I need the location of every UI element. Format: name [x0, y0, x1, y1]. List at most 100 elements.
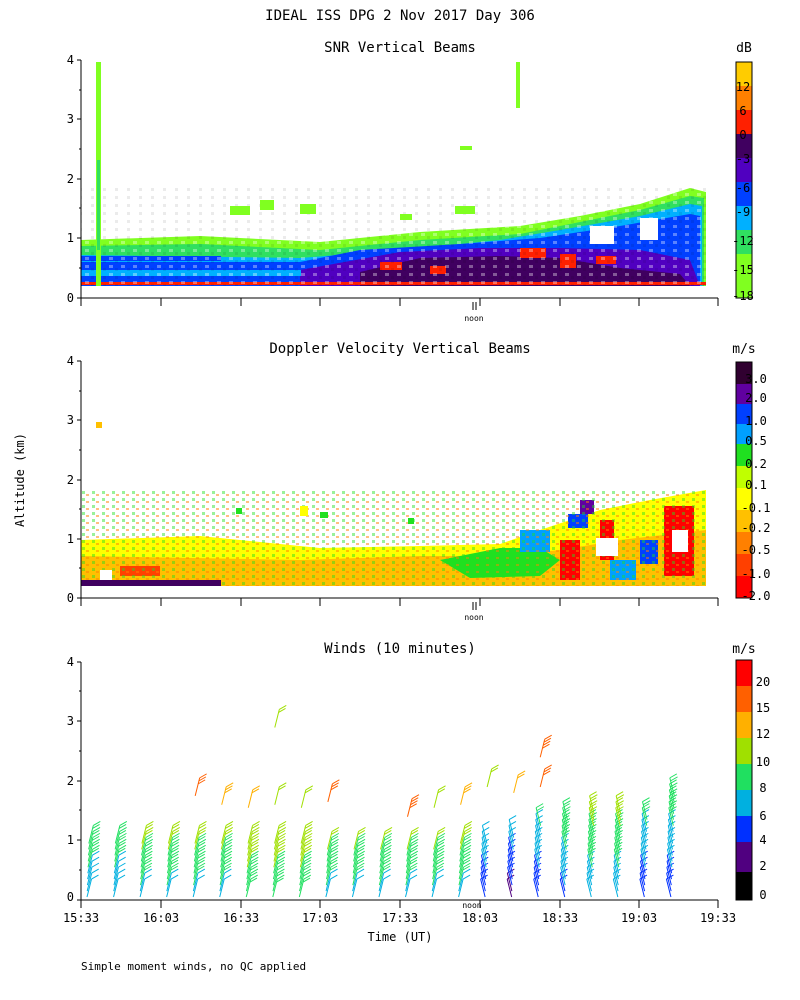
wind-barb-flag: [224, 835, 233, 841]
wind-barb: [535, 813, 541, 832]
wind-barb-flag: [144, 856, 153, 862]
wind-barb-flag: [384, 850, 392, 856]
wind-barb-flag: [197, 862, 206, 868]
wind-barb-flag: [383, 856, 392, 862]
wind-barb-upper-flag: [463, 788, 471, 794]
wind-barb-flag: [464, 832, 472, 838]
wind-barb-flag: [463, 856, 471, 862]
wind-barb-flag: [92, 832, 101, 838]
colorbar-label: 12: [736, 80, 750, 94]
wind-barb-flag: [384, 829, 392, 835]
wind-barb-flag: [303, 853, 312, 859]
y-tick-label: 3: [67, 714, 74, 728]
wind-barb: [666, 849, 673, 868]
snr-axes: 0 1 2 3 4 noon: [67, 53, 719, 323]
doppler-axes: 0 1 2 3 4 noon: [67, 354, 719, 622]
wind-barb-upper-flag: [544, 764, 552, 770]
doppler-x-ticks: [80, 598, 719, 606]
winds-panel: Winds (10 minutes) 0 1 2 3 4: [63, 641, 770, 944]
doppler-isolated-echo-3: [300, 506, 308, 516]
wind-barb-flag: [409, 868, 418, 874]
wind-barb: [481, 837, 488, 856]
wind-barb-flag: [170, 859, 179, 865]
wind-barb-flag: [276, 859, 285, 865]
wind-barb: [507, 861, 513, 880]
wind-barb-upper-flag: [411, 797, 419, 803]
wind-barb-flag: [563, 800, 571, 806]
wind-barb-flag: [670, 776, 678, 782]
wind-barb-flag: [197, 865, 205, 871]
wind-barb-flag: [410, 847, 418, 853]
colorbar-label: -6: [736, 181, 750, 195]
wind-barb: [481, 825, 488, 844]
wind-barb-flag: [383, 841, 392, 847]
colorbar-label: 0.5: [745, 434, 767, 448]
wind-barb-flag: [304, 838, 313, 844]
wind-barb-flag: [303, 847, 312, 853]
wind-barb-upper-flag: [304, 788, 313, 794]
x-tick-label: 19:03: [621, 911, 657, 925]
colorbar-label: -2.0: [742, 589, 771, 603]
wind-barb-flag: [358, 832, 366, 838]
wind-barb-flag: [508, 815, 517, 820]
y-tick-label: 0: [67, 291, 74, 305]
doppler-y-ticks: [77, 360, 81, 599]
wind-barb-flag: [303, 862, 312, 868]
doppler-noon-marker: [472, 602, 477, 610]
winds-axes: 0 1 2 3 4 noon 15:33 16:03 16: [63, 655, 736, 944]
wind-barb: [508, 819, 515, 838]
colorbar-cell: [736, 404, 752, 424]
wind-barb-flag: [199, 826, 207, 832]
wind-barb: [87, 861, 93, 880]
colorbar-label: -0.1: [742, 501, 771, 515]
wind-barb-flag: [410, 862, 418, 868]
wind-barb: [667, 837, 673, 856]
wind-barb-flag: [357, 841, 365, 847]
wind-barb-flag: [171, 868, 179, 874]
wind-barb-upper-flag: [197, 779, 206, 785]
colorbar-cell: [736, 444, 752, 466]
colorbar-label: 0: [739, 128, 746, 142]
wind-barb-flag: [252, 821, 260, 826]
wind-barb: [533, 867, 540, 886]
colorbar-cell: [736, 576, 752, 598]
wind-barb-flag: [436, 862, 445, 868]
wind-barb-flag: [330, 862, 339, 868]
wind-barb: [535, 819, 541, 838]
wind-barb-flag: [91, 856, 100, 862]
x-tick-label: 17:33: [382, 911, 418, 925]
colorbar-label: -0.2: [742, 521, 771, 535]
winds-y-ticks: [77, 661, 81, 901]
wind-barb: [86, 878, 92, 898]
wind-barb-upper-flag: [330, 785, 339, 791]
wind-barb-upper-flag: [517, 770, 526, 776]
wind-barb-flag: [278, 838, 286, 844]
wind-barb-flag: [437, 829, 445, 835]
colorbar-unit: m/s: [732, 342, 755, 357]
wind-barb: [405, 872, 411, 892]
wind-barb-flag: [146, 821, 154, 826]
colorbar-label: -15: [732, 263, 754, 277]
wind-barb-flag: [119, 826, 127, 832]
wind-barb-flag: [382, 865, 391, 871]
wind-barb-flag: [251, 844, 259, 850]
wind-barb-flag: [536, 806, 545, 812]
wind-barb-flag: [357, 862, 365, 868]
wind-barb-flag: [145, 824, 153, 829]
wind-barb: [667, 843, 673, 862]
wind-barb-flag: [331, 832, 340, 838]
wind-barb: [86, 872, 93, 892]
wind-barb-flag: [304, 829, 312, 835]
wind-barb-flag: [251, 832, 260, 838]
colorbar-cell: [736, 206, 752, 230]
x-tick-label: 16:03: [143, 911, 179, 925]
wind-barb-flag: [250, 853, 259, 859]
wind-barb-flag: [249, 871, 258, 877]
wind-barb-flag: [251, 856, 259, 862]
wind-barb-flag: [278, 826, 287, 832]
wind-barb-flag: [171, 824, 180, 829]
wind-barb-flag: [250, 865, 258, 871]
wind-barb: [613, 861, 619, 880]
snr-noon-marker: [472, 302, 477, 310]
wind-barb-flag: [198, 838, 207, 844]
